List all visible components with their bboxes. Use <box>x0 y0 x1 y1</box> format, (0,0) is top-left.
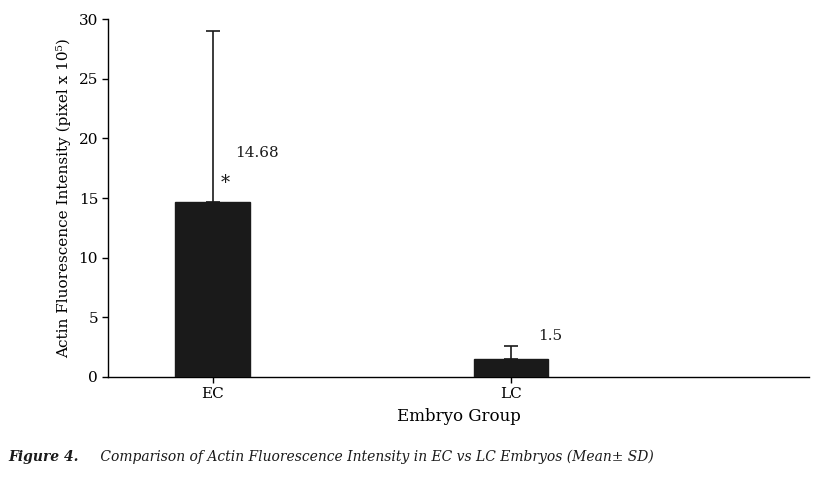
Text: Comparison of Actin Fluorescence Intensity in EC vs LC Embryos (Mean± SD): Comparison of Actin Fluorescence Intensi… <box>96 449 654 464</box>
Y-axis label: Actin Fluorescence Intensity (pixel x 10⁵): Actin Fluorescence Intensity (pixel x 10… <box>57 38 72 358</box>
X-axis label: Embryo Group: Embryo Group <box>397 408 520 425</box>
Text: 1.5: 1.5 <box>538 329 562 343</box>
Bar <box>175 202 250 377</box>
Text: Figure 4.: Figure 4. <box>8 450 79 464</box>
Text: 14.68: 14.68 <box>235 146 279 160</box>
Text: *: * <box>220 174 229 192</box>
Bar <box>474 359 548 377</box>
